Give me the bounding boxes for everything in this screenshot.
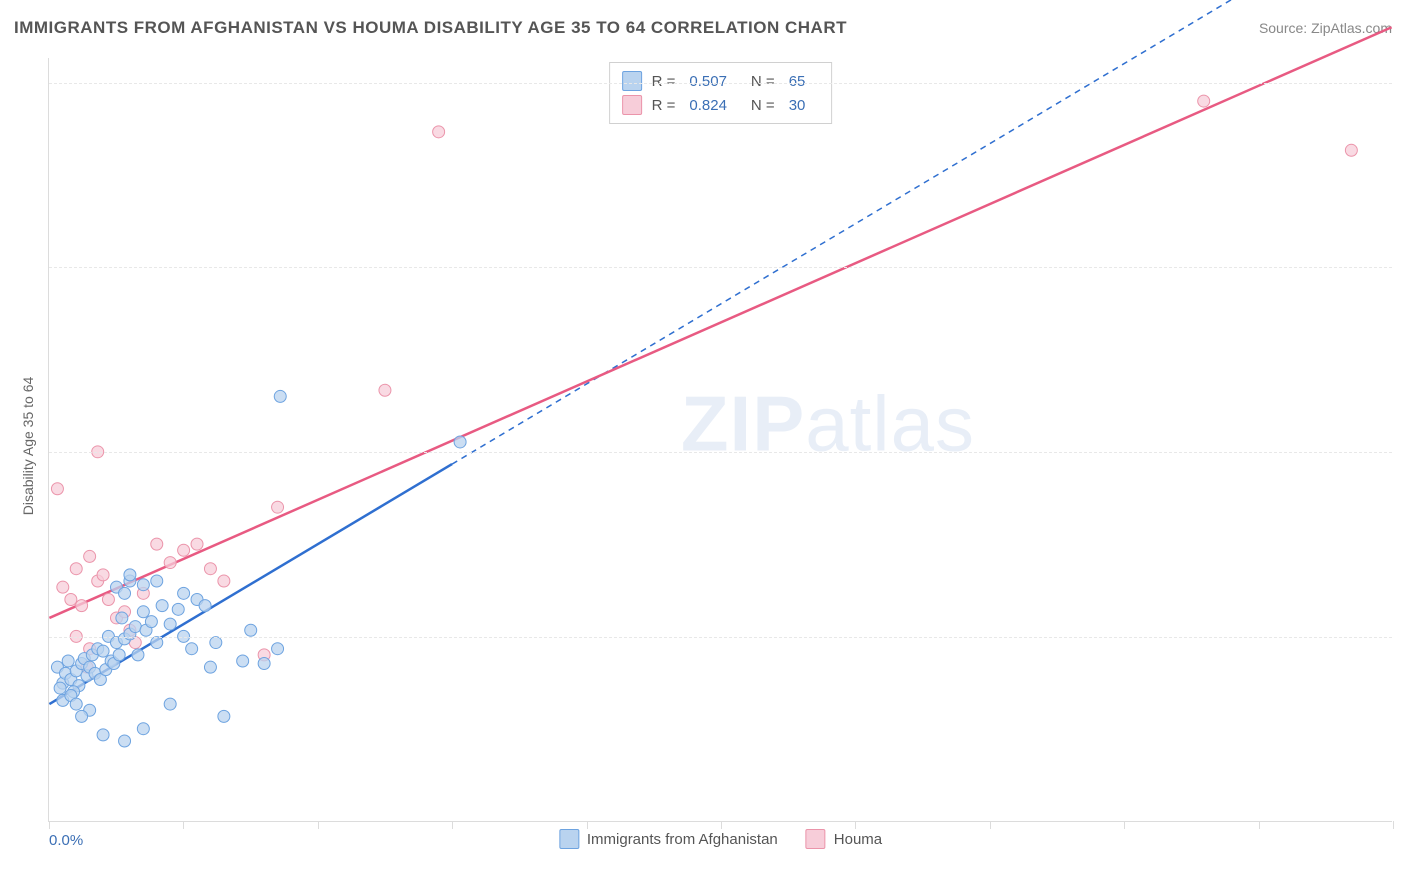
gridline: [49, 637, 1392, 638]
chart-title: IMMIGRANTS FROM AFGHANISTAN VS HOUMA DIS…: [14, 18, 847, 38]
y-axis-label: Disability Age 35 to 64: [20, 377, 36, 516]
x-tick: [587, 821, 588, 829]
gridline: [49, 452, 1392, 453]
x-tick: [318, 821, 319, 829]
legend-label-a: Immigrants from Afghanistan: [587, 831, 778, 848]
legend-row-b: R = 0.824 N = 30: [622, 93, 820, 117]
x-tick: [721, 821, 722, 829]
n-value-b: 30: [789, 97, 806, 114]
correlation-legend: R = 0.507 N = 65 R = 0.824 N = 30: [609, 62, 833, 124]
x-tick: [855, 821, 856, 829]
x-min-label: 0.0%: [49, 832, 83, 849]
title-bar: IMMIGRANTS FROM AFGHANISTAN VS HOUMA DIS…: [14, 18, 1392, 38]
n-label-a: N =: [751, 73, 775, 90]
legend-row-a: R = 0.507 N = 65: [622, 69, 820, 93]
swatch-series-a: [622, 71, 642, 91]
swatch-b-icon: [806, 829, 826, 849]
r-value-b: 0.824: [689, 97, 727, 114]
x-tick: [990, 821, 991, 829]
n-label-b: N =: [751, 97, 775, 114]
legend-label-b: Houma: [834, 831, 882, 848]
gridline: [49, 83, 1392, 84]
chart-plot-area: ZIPatlas R = 0.507 N = 65 R = 0.824 N = …: [48, 58, 1392, 822]
swatch-series-b: [622, 95, 642, 115]
scatter-plot-svg: [49, 58, 1392, 821]
x-tick: [183, 821, 184, 829]
legend-item-a: Immigrants from Afghanistan: [559, 829, 778, 849]
r-label-b: R =: [652, 97, 676, 114]
x-tick: [49, 821, 50, 829]
r-value-a: 0.507: [689, 73, 727, 90]
x-tick: [1393, 821, 1394, 829]
gridline: [49, 267, 1392, 268]
x-tick: [1259, 821, 1260, 829]
n-value-a: 65: [789, 73, 806, 90]
x-tick: [1124, 821, 1125, 829]
legend-item-b: Houma: [806, 829, 882, 849]
swatch-a-icon: [559, 829, 579, 849]
source-credit: Source: ZipAtlas.com: [1259, 20, 1392, 36]
series-legend: Immigrants from Afghanistan Houma: [559, 829, 882, 849]
x-tick: [452, 821, 453, 829]
r-label-a: R =: [652, 73, 676, 90]
